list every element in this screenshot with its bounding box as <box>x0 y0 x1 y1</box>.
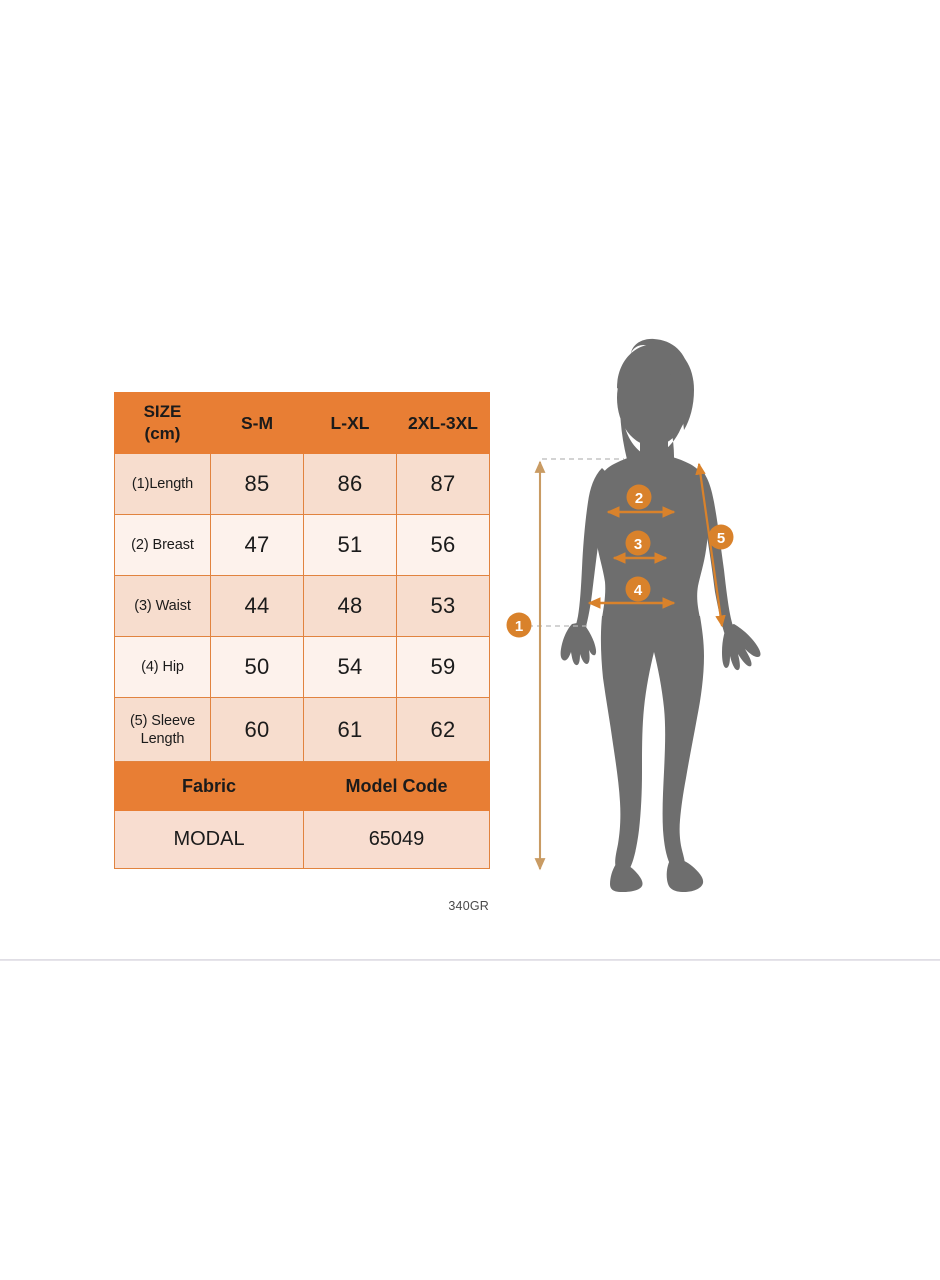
row-label-sleeve-line1: (5) Sleeve <box>129 712 196 729</box>
cell-sleeve-lxl: 61 <box>303 697 397 763</box>
table-footer-value-row: MODAL 65049 <box>114 810 490 870</box>
badge-4-hip: 4 <box>625 576 651 602</box>
measure-line-sleeve-length <box>695 462 726 628</box>
row-label-length: (1)Length <box>114 453 211 516</box>
cell-breast-2xl3xl: 56 <box>396 514 490 577</box>
size-chart-table: SIZE (cm) S-M L-XL 2XL-3XL (1)Length 85 … <box>114 391 490 870</box>
row-label-hip: (4) Hip <box>114 636 211 699</box>
table-row: (3) Waist 44 48 53 <box>114 575 490 638</box>
badge-2-breast: 2 <box>626 484 652 510</box>
cell-sleeve-sm: 60 <box>210 697 304 763</box>
badge-4-label: 4 <box>634 582 643 599</box>
badge-5-label: 5 <box>717 530 725 547</box>
cell-hip-lxl: 54 <box>303 636 397 699</box>
row-label-breast: (2) Breast <box>114 514 211 577</box>
measure-line-length <box>528 458 624 871</box>
table-row: (2) Breast 47 51 56 <box>114 514 490 577</box>
footer-header-model-code: Model Code <box>303 761 490 812</box>
cell-sleeve-2xl3xl: 62 <box>396 697 490 763</box>
badge-2-label: 2 <box>635 490 643 507</box>
cell-waist-sm: 44 <box>210 575 304 638</box>
table-row: (5) Sleeve Length 60 61 62 <box>114 697 490 763</box>
row-label-sleeve-line2: Length <box>140 730 185 747</box>
header-col-sm: S-M <box>210 391 304 455</box>
table-row: (1)Length 85 86 87 <box>114 453 490 516</box>
page-divider <box>0 959 940 961</box>
cell-breast-sm: 47 <box>210 514 304 577</box>
measurement-figure: 1 2 3 4 5 <box>498 336 798 916</box>
cell-waist-lxl: 48 <box>303 575 397 638</box>
header-col-lxl: L-XL <box>303 391 397 455</box>
footer-value-fabric: MODAL <box>114 810 304 870</box>
gram-weight-note: 340GR <box>448 899 489 913</box>
header-size-label: SIZE (cm) <box>114 391 211 455</box>
female-body-silhouette-icon <box>560 338 761 892</box>
header-size-line1: SIZE <box>143 402 182 421</box>
row-label-sleeve-length: (5) Sleeve Length <box>114 697 211 763</box>
cell-waist-2xl3xl: 53 <box>396 575 490 638</box>
cell-hip-2xl3xl: 59 <box>396 636 490 699</box>
badge-3-label: 3 <box>634 536 642 553</box>
row-label-waist: (3) Waist <box>114 575 211 638</box>
table-row: (4) Hip 50 54 59 <box>114 636 490 699</box>
header-size-line2: (cm) <box>144 424 181 444</box>
cell-hip-sm: 50 <box>210 636 304 699</box>
cell-length-sm: 85 <box>210 453 304 516</box>
cell-length-lxl: 86 <box>303 453 397 516</box>
footer-value-model-code: 65049 <box>303 810 490 870</box>
cell-breast-lxl: 51 <box>303 514 397 577</box>
badge-1-label: 1 <box>515 618 523 635</box>
header-col-2xl3xl: 2XL-3XL <box>396 391 490 455</box>
footer-header-fabric: Fabric <box>114 761 304 812</box>
cell-length-2xl3xl: 87 <box>396 453 490 516</box>
table-footer-header-row: Fabric Model Code <box>114 761 490 812</box>
badge-1-length: 1 <box>506 612 532 638</box>
table-header-row: SIZE (cm) S-M L-XL 2XL-3XL <box>114 391 490 455</box>
badge-5-sleeve-length: 5 <box>708 524 734 550</box>
badge-3-waist: 3 <box>625 530 651 556</box>
